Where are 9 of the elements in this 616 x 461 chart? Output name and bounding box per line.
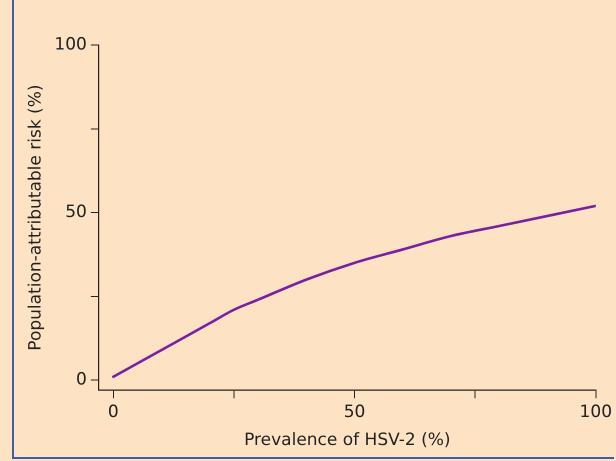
y-tick-label: 100 — [54, 34, 87, 54]
x-tick-label: 50 — [344, 402, 366, 422]
y-tick-label: 50 — [65, 202, 87, 222]
x-tick-label: 100 — [580, 402, 612, 422]
y-tick-label: 0 — [76, 370, 87, 390]
line-series — [112, 204, 596, 378]
x-tick-label: 0 — [108, 402, 119, 422]
x-axis-title: Prevalence of HSV-2 (%) — [244, 430, 451, 450]
y-axis-title: Population-attributable risk (%) — [26, 84, 46, 351]
